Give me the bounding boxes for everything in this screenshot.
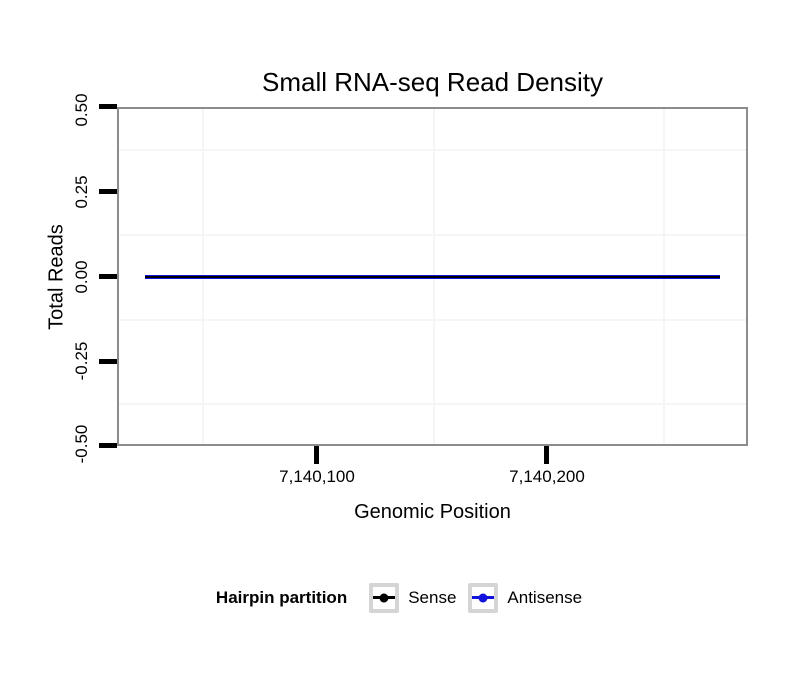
legend: Hairpin partition Sense Antisense [0,582,810,613]
y-tick-mark [99,189,117,194]
legend-label-sense: Sense [408,587,457,607]
y-tick-label: 0.00 [72,260,91,294]
y-tick-label: -0.50 [72,424,91,464]
legend-key-point-icon [478,593,488,602]
y-tick-mark [99,443,117,448]
legend-key-antisense [468,582,499,613]
gridline-minor-h [119,149,746,151]
x-tick-mark [544,446,549,464]
y-tick-mark [99,359,117,364]
legend-label-antisense: Antisense [507,587,583,607]
y-tick-mark [99,104,117,109]
legend-key-sense [369,582,400,613]
series-line-sense [145,276,720,278]
x-tick-label: 7,140,200 [509,467,585,486]
y-axis-title: Total Reads [45,224,68,330]
y-tick-mark [99,274,117,279]
series-line-antisense [145,275,720,279]
legend-key-point-icon [379,593,389,602]
legend-item-sense: Sense [369,582,457,613]
plot-panel [117,107,748,446]
chart-title: Small RNA-seq Read Density [261,67,603,97]
gridline-minor-h [119,234,746,236]
x-tick-mark [314,446,319,464]
x-axis-title: Genomic Position [354,501,511,523]
gridline-minor-h [119,319,746,321]
y-tick-label: -0.25 [72,341,91,381]
gridline-minor-h [119,403,746,405]
legend-title: Hairpin partition [215,587,348,607]
legend-item-antisense: Antisense [468,582,583,613]
x-tick-label: 7,140,100 [279,467,355,486]
y-tick-label: 0.25 [72,175,91,209]
y-tick-label: 0.50 [72,93,91,127]
